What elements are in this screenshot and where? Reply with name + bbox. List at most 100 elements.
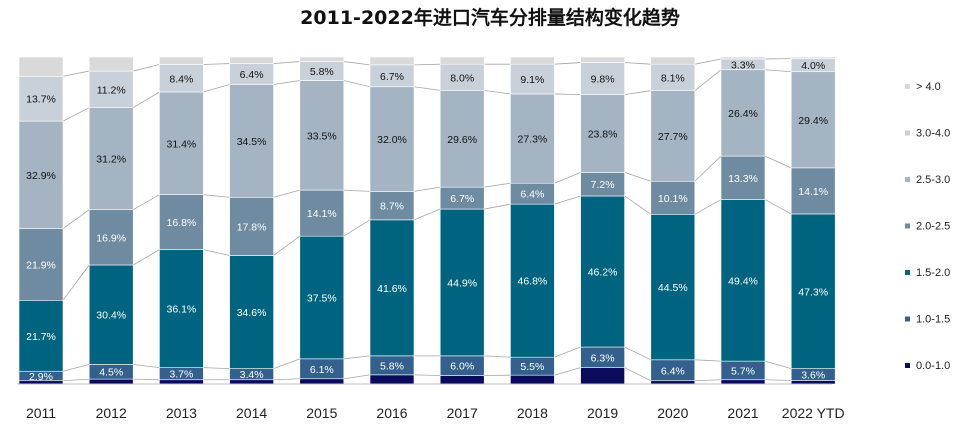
legend-swatch — [905, 84, 910, 89]
connector-line — [273, 235, 301, 256]
data-label: 13.3% — [728, 173, 758, 185]
data-label: 44.9% — [447, 277, 477, 289]
data-label: 2.9% — [29, 371, 53, 383]
connector-line — [764, 199, 792, 215]
data-label: 8.1% — [661, 72, 685, 84]
connector-line — [343, 374, 371, 380]
bar-segment — [439, 56, 485, 65]
connector-line — [62, 378, 90, 382]
connector-line — [203, 84, 230, 93]
data-label: 30.4% — [96, 310, 126, 322]
bar-segment — [369, 191, 415, 221]
data-label: 13.7% — [26, 94, 56, 106]
bar-segment — [18, 120, 64, 229]
bar-segment — [299, 189, 345, 237]
connector-line — [554, 172, 581, 184]
bar-segment — [18, 299, 64, 372]
connector-line — [273, 358, 300, 370]
connector-line — [343, 189, 371, 192]
connector-line — [133, 64, 160, 72]
data-label: 7.2% — [591, 179, 615, 191]
data-label: 6.4% — [240, 69, 264, 81]
connector-line — [554, 346, 581, 358]
connector-line — [62, 363, 90, 372]
bar-segment — [88, 56, 134, 72]
connector-line — [343, 355, 371, 360]
data-label: 32.0% — [377, 134, 407, 146]
bar-segment — [159, 249, 204, 368]
bar-segment — [650, 63, 696, 91]
connector-line — [484, 89, 511, 95]
data-label: 27.3% — [518, 134, 548, 146]
connector-line — [764, 360, 792, 370]
connector-line — [694, 359, 722, 362]
bar-segment — [510, 203, 555, 358]
x-tick-label: 2020 — [657, 405, 688, 421]
data-label: 37.5% — [307, 293, 337, 305]
bar-segment — [159, 64, 204, 93]
legend-swatch — [905, 177, 910, 182]
bar-segment — [159, 194, 204, 250]
connector-line — [764, 155, 792, 169]
data-label: 6.3% — [591, 352, 615, 364]
connector-line — [624, 62, 651, 65]
bar-segment — [580, 195, 625, 348]
data-label: 3.7% — [169, 369, 193, 381]
connector-line — [413, 374, 441, 376]
legend-label: > 4.0 — [916, 81, 941, 93]
legend-swatch — [905, 223, 910, 229]
connector-line — [764, 69, 792, 73]
legend-label: 2.5-3.0 — [916, 174, 950, 186]
bar-segment — [369, 374, 415, 385]
connector-line — [694, 155, 722, 182]
connector-line — [624, 90, 651, 96]
data-label: 46.2% — [588, 267, 618, 279]
connector-line — [62, 107, 90, 122]
connector-line — [484, 182, 511, 188]
connector-line — [62, 209, 90, 229]
bar-segment — [369, 56, 415, 66]
connector-line — [624, 195, 652, 215]
bar-segment — [229, 255, 274, 369]
connector-line — [554, 195, 581, 205]
connector-line — [694, 69, 722, 91]
connector-line — [203, 367, 230, 370]
data-label: 44.5% — [658, 282, 688, 294]
bar-segment — [790, 56, 836, 59]
connector-line — [694, 58, 722, 65]
data-label: 5.7% — [731, 365, 755, 377]
connector-line — [62, 70, 90, 77]
data-label: 14.1% — [307, 208, 337, 220]
connector-line — [624, 172, 651, 182]
connector-line — [343, 219, 371, 237]
data-label: 16.9% — [96, 232, 126, 244]
data-label: 27.7% — [658, 131, 688, 143]
bar-segment — [510, 93, 555, 184]
connector-line — [203, 63, 230, 65]
data-label: 5.8% — [380, 360, 404, 372]
data-label: 4.0% — [801, 60, 825, 72]
data-label: 6.7% — [380, 71, 404, 83]
data-label: 8.0% — [450, 72, 474, 84]
connector-line — [133, 363, 160, 369]
data-labels-group: 2.9% 21.7% 21.9% 32.9% 13.7% 4.5% 30.4% 16.9% 31… — [26, 59, 828, 383]
bar-segment — [510, 56, 555, 65]
connector-line — [132, 249, 160, 266]
connector-line — [413, 208, 441, 221]
bar-segment — [88, 264, 134, 365]
bar-segment — [580, 94, 625, 173]
data-label: 5.5% — [520, 361, 544, 373]
bar-segment — [88, 70, 134, 108]
x-tick-label: 2019 — [587, 405, 618, 421]
bar-segment — [299, 80, 345, 191]
connector-line — [273, 61, 300, 64]
legend-label: 2.0-2.5 — [916, 221, 950, 233]
x-tick-label: 2013 — [166, 405, 197, 421]
data-label: 23.8% — [588, 129, 618, 141]
data-label: 14.1% — [798, 186, 828, 198]
data-label: 29.6% — [447, 134, 477, 146]
connector-lines — [62, 58, 792, 382]
data-label: 8.7% — [380, 201, 404, 213]
x-tick-label: 2016 — [376, 405, 407, 421]
bar-segment — [229, 196, 274, 256]
